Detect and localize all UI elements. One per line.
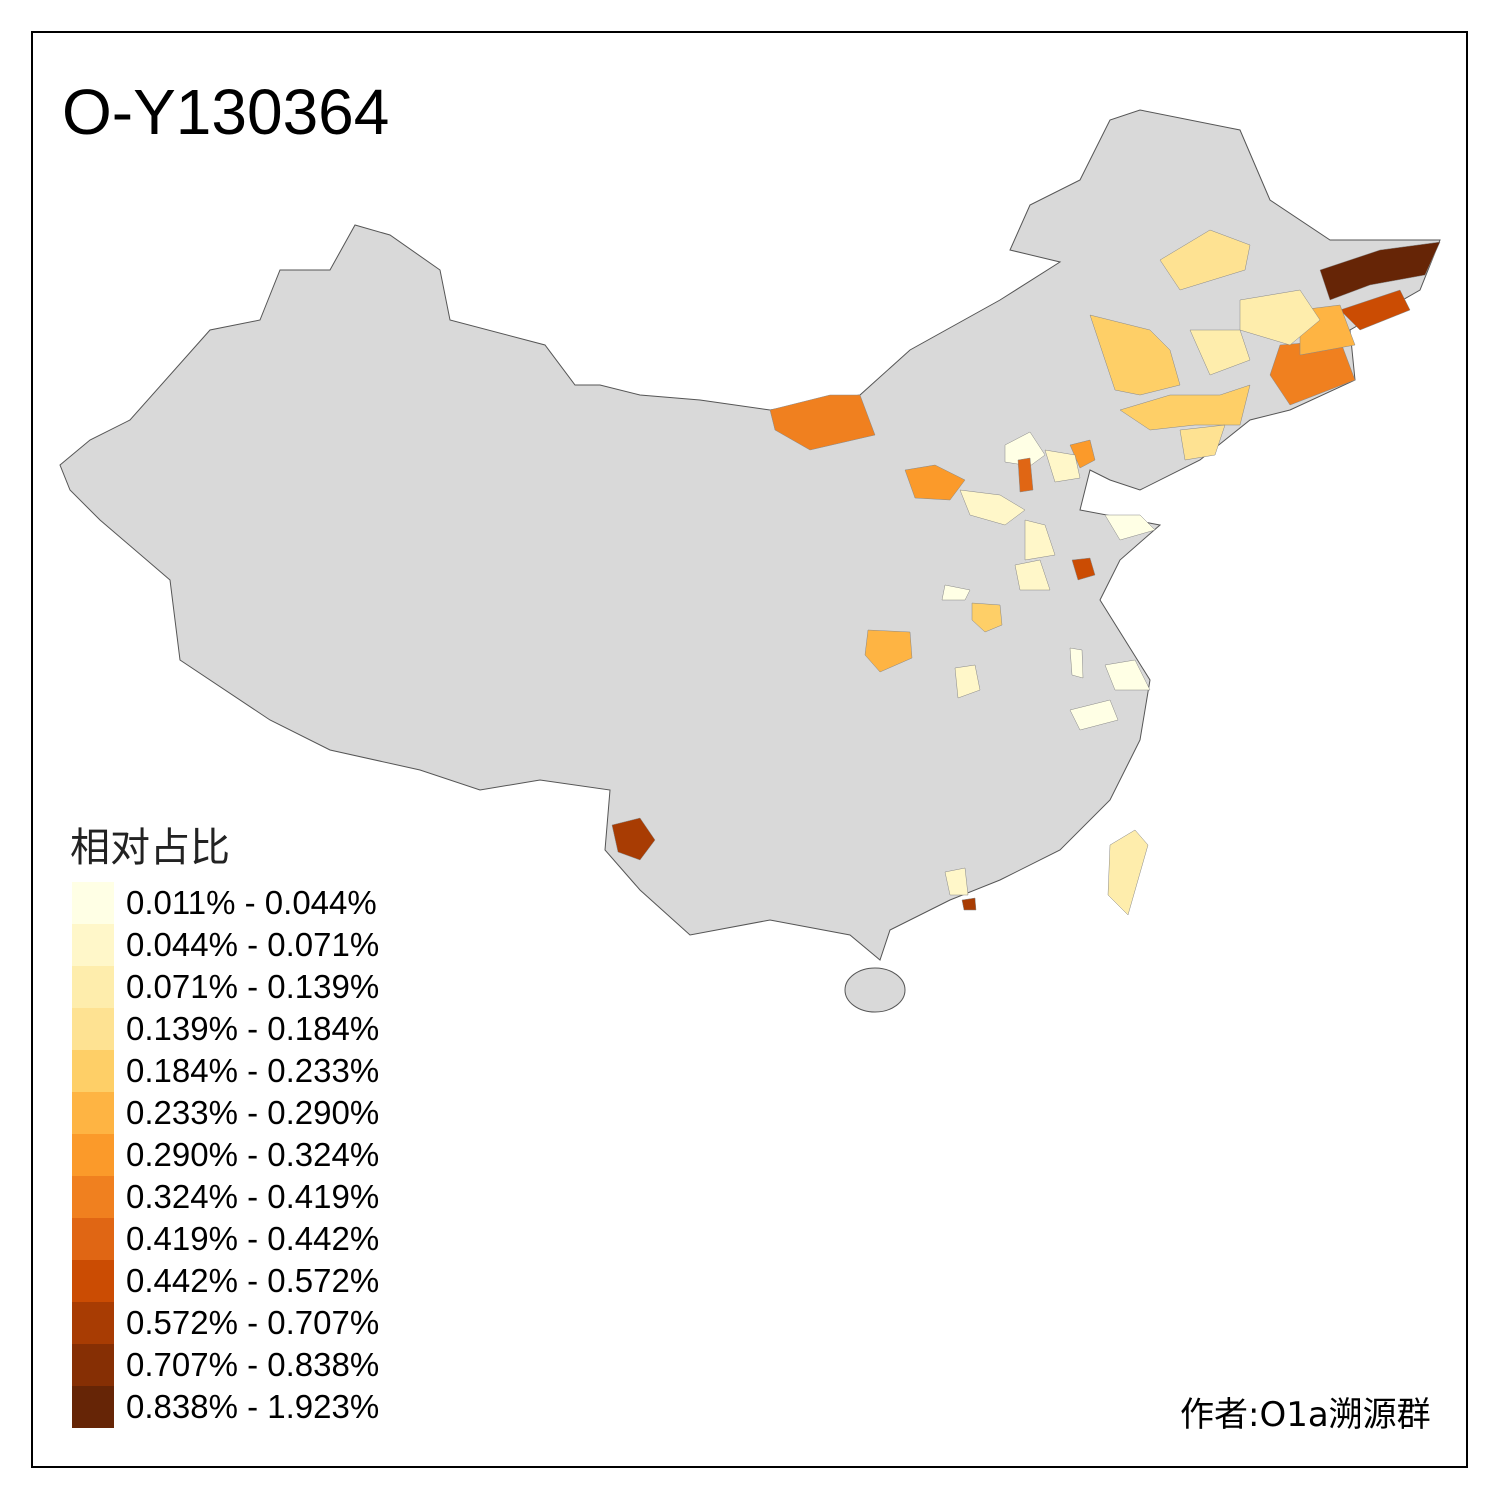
region	[1069, 439, 1096, 469]
legend-item: 0.071% - 0.139%	[72, 966, 379, 1008]
author-credit: 作者:O1a溯源群	[1180, 1395, 1431, 1435]
region	[1017, 457, 1034, 493]
legend-item: 0.324% - 0.419%	[72, 1176, 379, 1218]
legend-swatch	[72, 1134, 114, 1176]
legend-item: 0.184% - 0.233%	[72, 1050, 379, 1092]
legend-item: 0.838% - 1.923%	[72, 1386, 379, 1428]
legend-item: 0.233% - 0.290%	[72, 1092, 379, 1134]
frame	[31, 31, 1468, 1468]
region	[954, 664, 981, 699]
legend-item: 0.011% - 0.044%	[72, 882, 377, 924]
region	[971, 602, 1003, 633]
legend-title: 相对占比	[70, 825, 230, 871]
legend-item: 0.139% - 0.184%	[72, 1008, 379, 1050]
region	[961, 897, 977, 911]
legend-swatch	[72, 966, 114, 1008]
legend-label: 0.011% - 0.044%	[126, 884, 377, 921]
region	[959, 489, 1026, 526]
region	[904, 464, 966, 501]
region	[1069, 699, 1119, 731]
legend-label: 0.071% - 0.139%	[126, 968, 380, 1005]
region	[1044, 449, 1081, 483]
region	[769, 394, 876, 451]
region	[1004, 431, 1046, 467]
legend-item: 0.442% - 0.572%	[72, 1260, 379, 1302]
legend-label: 0.572% - 0.707%	[126, 1304, 380, 1341]
legend-swatch	[72, 1176, 114, 1218]
region	[1159, 229, 1251, 291]
legend-label: 0.290% - 0.324%	[126, 1136, 380, 1173]
legend-label: 0.184% - 0.233%	[126, 1052, 380, 1089]
region	[1014, 559, 1051, 591]
legend-label: 0.324% - 0.419%	[126, 1178, 380, 1215]
legend-item: 0.290% - 0.324%	[72, 1134, 379, 1176]
hainan	[844, 967, 906, 1013]
region	[1239, 289, 1321, 346]
legend-item: 0.572% - 0.707%	[72, 1302, 379, 1344]
region	[1119, 384, 1251, 431]
region	[1319, 241, 1441, 301]
legend-label: 0.707% - 0.838%	[126, 1346, 380, 1383]
region	[1179, 424, 1226, 461]
region	[1104, 514, 1156, 541]
china-outline	[59, 109, 1441, 961]
map-title: O-Y130364	[62, 76, 390, 148]
legend-swatch	[72, 882, 114, 924]
region	[611, 817, 656, 861]
legend-label: 0.838% - 1.923%	[126, 1388, 380, 1425]
region	[1024, 519, 1056, 561]
legend-label: 0.139% - 0.184%	[126, 1010, 380, 1047]
legend-label: 0.419% - 0.442%	[126, 1220, 380, 1257]
region	[1189, 329, 1251, 376]
region	[1339, 289, 1411, 331]
region	[864, 629, 913, 673]
legend-label: 0.044% - 0.071%	[126, 926, 380, 963]
legend-label: 0.233% - 0.290%	[126, 1094, 380, 1131]
region	[1071, 557, 1096, 581]
region	[1107, 829, 1149, 916]
legend-swatch	[72, 1386, 114, 1428]
region	[1089, 314, 1181, 396]
region	[1069, 647, 1084, 679]
region	[1104, 659, 1151, 691]
legend-item: 0.044% - 0.071%	[72, 924, 379, 966]
region	[941, 584, 971, 601]
legend-swatch	[72, 1092, 114, 1134]
legend-item: 0.707% - 0.838%	[72, 1344, 379, 1386]
legend-swatch	[72, 1008, 114, 1050]
legend-swatch	[72, 1260, 114, 1302]
legend-swatch	[72, 1344, 114, 1386]
colored-regions	[611, 229, 1441, 916]
legend-swatch	[72, 1302, 114, 1344]
legend-swatch	[72, 1050, 114, 1092]
legend-swatch	[72, 924, 114, 966]
legend-label: 0.442% - 0.572%	[126, 1262, 380, 1299]
legend-item: 0.419% - 0.442%	[72, 1218, 379, 1260]
region	[944, 867, 969, 896]
legend-swatch	[72, 1218, 114, 1260]
